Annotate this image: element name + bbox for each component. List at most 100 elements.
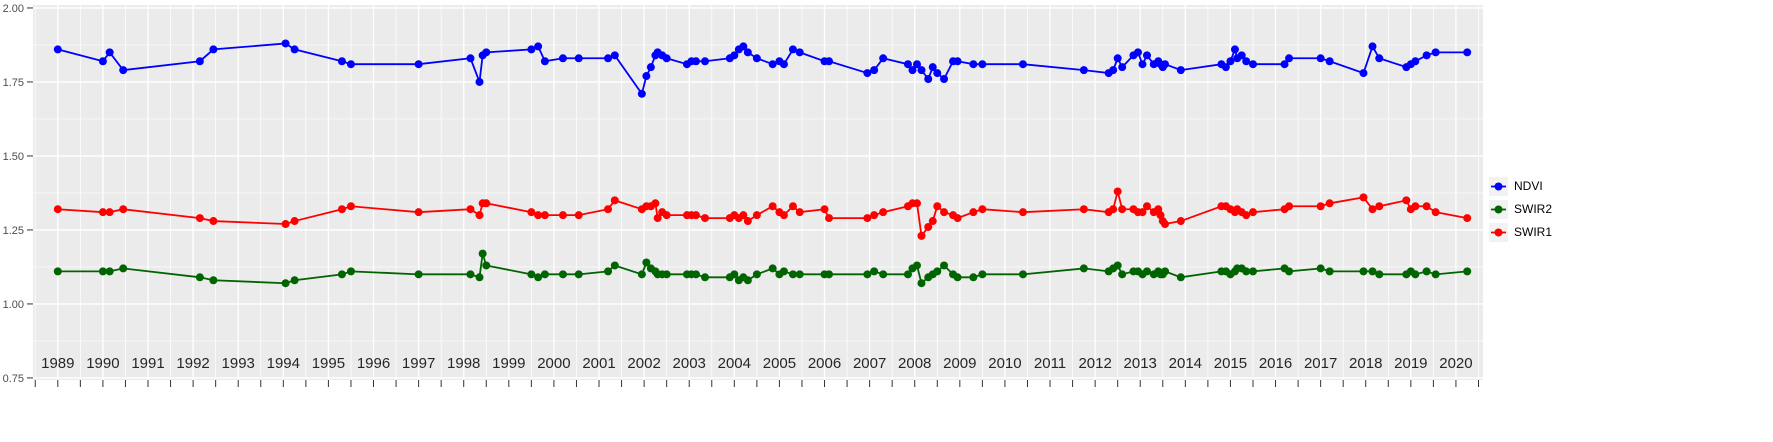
data-point [1142, 202, 1151, 211]
data-point [924, 222, 933, 231]
x-tick-label: 2008 [898, 355, 931, 372]
x-tick-label: 2010 [988, 355, 1021, 372]
data-point [540, 211, 549, 220]
data-point [1176, 273, 1185, 282]
y-tick-label: 1.50 [3, 151, 24, 163]
data-point [1138, 60, 1147, 69]
data-point [795, 48, 804, 57]
y-tick-label: 1.75 [3, 77, 24, 89]
data-point [978, 60, 987, 69]
data-point [574, 211, 583, 220]
data-point [1109, 66, 1118, 75]
data-point [53, 267, 62, 276]
x-tick-label: 2006 [808, 355, 841, 372]
y-tick-label: 2.00 [3, 3, 24, 15]
data-point [119, 205, 128, 214]
data-point [969, 273, 978, 282]
data-point [1133, 48, 1142, 57]
data-point [574, 270, 583, 279]
data-point [209, 45, 218, 54]
axis-ticks [27, 7, 1479, 387]
data-point [527, 208, 536, 217]
data-point [1242, 267, 1251, 276]
data-point [610, 196, 619, 205]
data-point [1018, 60, 1027, 69]
data-point [933, 267, 942, 276]
data-point [610, 261, 619, 270]
data-point [739, 42, 748, 51]
legend-key-swir2-icon [1489, 200, 1508, 219]
data-point [540, 270, 549, 279]
data-point [1431, 208, 1440, 217]
data-point [1316, 54, 1325, 63]
data-point [195, 273, 204, 282]
x-axis-labels: 1989 1990 1991 1992 1993 1994 1995 1996 1997 1998… [41, 355, 1473, 372]
data-point [195, 57, 204, 66]
data-point [1118, 205, 1127, 214]
data-point [662, 211, 671, 220]
data-point [98, 267, 107, 276]
data-point [870, 267, 879, 276]
x-tick-label: 2007 [853, 355, 886, 372]
data-point [969, 208, 978, 217]
data-point [105, 208, 114, 217]
data-point [701, 57, 710, 66]
x-tick-label: 1990 [86, 355, 119, 372]
x-tick-label: 2017 [1304, 355, 1337, 372]
y-tick-label: 1.00 [3, 299, 24, 311]
x-tick-label: 2009 [943, 355, 976, 372]
data-point [1316, 264, 1325, 273]
legend-item-ndvi: NDVI [1489, 177, 1552, 196]
data-point [1079, 264, 1088, 273]
x-tick-label: 2005 [763, 355, 796, 372]
x-tick-label: 2012 [1078, 355, 1111, 372]
data-point [1431, 48, 1440, 57]
data-point [1359, 267, 1368, 276]
data-point [1422, 202, 1431, 211]
data-point [924, 74, 933, 83]
x-tick-label: 1995 [312, 355, 345, 372]
data-point [1285, 202, 1294, 211]
data-point [1402, 196, 1411, 205]
data-point [795, 270, 804, 279]
data-point [475, 77, 484, 86]
data-point [1230, 45, 1239, 54]
data-point [1118, 63, 1127, 72]
data-point [879, 270, 888, 279]
data-point [346, 202, 355, 211]
data-point [1375, 54, 1384, 63]
data-point [534, 42, 543, 51]
data-point [879, 208, 888, 217]
data-point [768, 60, 777, 69]
data-point [281, 279, 290, 288]
data-point [290, 45, 299, 54]
data-point [917, 231, 926, 240]
data-point [701, 214, 710, 223]
data-point [290, 217, 299, 226]
data-point [1248, 267, 1257, 276]
data-point [540, 57, 549, 66]
y-tick-label: 0.75 [3, 373, 24, 385]
x-tick-label: 2011 [1034, 355, 1066, 372]
data-point [1368, 267, 1377, 276]
data-point [475, 211, 484, 220]
data-point [825, 270, 834, 279]
x-tick-label: 2004 [718, 355, 751, 372]
data-point [1316, 202, 1325, 211]
data-point [1109, 205, 1118, 214]
data-point [691, 270, 700, 279]
data-point [1226, 57, 1235, 66]
data-point [1079, 205, 1088, 214]
data-point [1176, 66, 1185, 75]
data-point [558, 211, 567, 220]
data-point [290, 276, 299, 285]
x-tick-label: 1993 [222, 355, 255, 372]
data-point [1018, 270, 1027, 279]
data-point [1375, 270, 1384, 279]
data-point [953, 57, 962, 66]
y-axis-labels: 0.75 1.00 1.25 1.50 1.75 2.00 [3, 3, 24, 385]
data-point [1285, 267, 1294, 276]
x-tick-label: 1998 [447, 355, 480, 372]
data-point [917, 66, 926, 75]
